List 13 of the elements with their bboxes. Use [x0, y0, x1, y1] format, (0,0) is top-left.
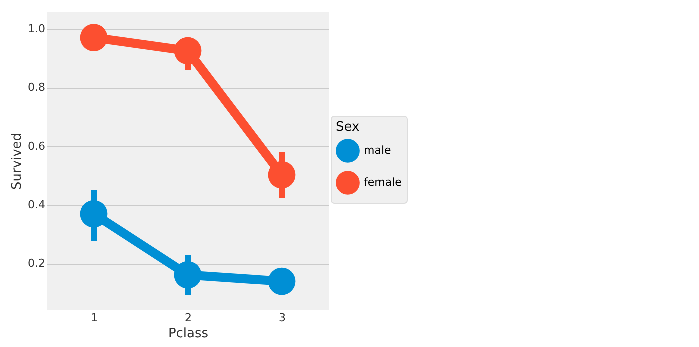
y-tick-label: 0.2	[28, 257, 46, 270]
y-tick-label: 1.0	[28, 22, 46, 36]
x-tick-label: 2	[185, 312, 192, 324]
legend-title: Sex	[336, 120, 360, 135]
legend-label: male	[364, 144, 392, 157]
x-axis-title: Pclass	[168, 326, 209, 342]
legend-label: female	[364, 176, 402, 189]
y-tick-label: 0.8	[28, 81, 46, 94]
y-tick-label: 0.6	[28, 140, 46, 153]
y-tick-label: 0.4	[28, 198, 46, 212]
x-tick-label: 3	[279, 312, 286, 324]
y-axis-title: Survived	[10, 132, 26, 190]
x-tick-label: 1	[91, 312, 98, 324]
